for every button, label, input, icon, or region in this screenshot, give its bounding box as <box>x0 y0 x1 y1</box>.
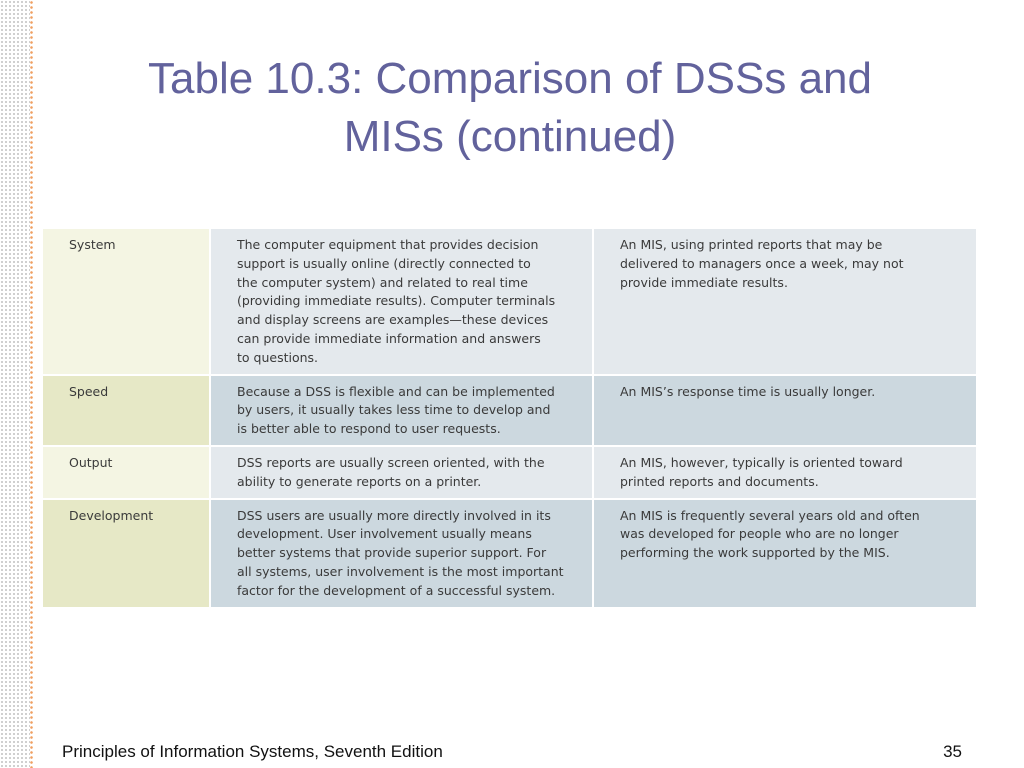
cell-line: An MIS, however, typically is oriented t… <box>620 454 903 470</box>
mis-cell: An MIS, however, typically is oriented t… <box>593 445 978 500</box>
dss-cell: The computer equipment that provides dec… <box>210 229 594 376</box>
cell-line: support is usually online (directly conn… <box>237 255 531 271</box>
table-row-system: System The computer equipment that provi… <box>43 229 978 376</box>
mis-cell: An MIS is frequently several years old a… <box>593 498 978 609</box>
table-row-development: Development DSS users are usually more d… <box>43 498 978 609</box>
table-row-speed: Speed Because a DSS is flexible and can … <box>43 374 978 447</box>
dss-cell: DSS users are usually more directly invo… <box>210 498 594 609</box>
row-label: Output <box>43 445 211 500</box>
decorative-dot-border <box>0 0 30 768</box>
cell-line: all systems, user involvement is the mos… <box>237 563 564 579</box>
cell-line: by users, it usually takes less time to … <box>237 402 551 418</box>
slide-title-line-2: MISs (continued) <box>343 112 677 161</box>
cell-line: An MIS, using printed reports that may b… <box>620 237 883 252</box>
cell-line: An MIS’s response time is usually longer… <box>620 383 876 399</box>
mis-cell: An MIS’s response time is usually longer… <box>593 374 978 447</box>
mis-cell: An MIS, using printed reports that may b… <box>593 229 978 376</box>
row-label: System <box>43 229 211 376</box>
cell-line: provide immediate results. <box>620 274 788 290</box>
cell-line: DSS users are usually more directly invo… <box>237 507 551 523</box>
dss-cell: DSS reports are usually screen oriented,… <box>210 445 594 500</box>
cell-line: the computer system) and related to real… <box>237 274 528 290</box>
decorative-orange-dot-line <box>29 0 35 768</box>
slide-footer: Principles of Information Systems, Seven… <box>62 742 443 761</box>
cell-line: performing the work supported by the MIS… <box>620 545 890 561</box>
cell-line: was developed for people who are no long… <box>620 526 899 542</box>
cell-line: to questions. <box>237 349 319 365</box>
slide-title: Table 10.3: Comparison of DSSs and MISs … <box>60 50 960 166</box>
cell-line: is better able to respond to user reques… <box>237 421 501 437</box>
cell-line: The computer equipment that provides dec… <box>237 237 539 252</box>
cell-line: factor for the development of a successf… <box>237 582 556 598</box>
cell-line: delivered to managers once a week, may n… <box>620 255 904 271</box>
cell-line: can provide immediate information and an… <box>237 330 541 346</box>
row-label: Speed <box>43 374 211 447</box>
page-number: 35 <box>943 742 962 761</box>
cell-line: (providing immediate results). Computer … <box>237 293 556 309</box>
cell-line: better systems that provide superior sup… <box>237 545 547 561</box>
cell-line: development. User involvement usually me… <box>237 526 532 542</box>
slide-title-line-1: Table 10.3: Comparison of DSSs and <box>148 54 872 103</box>
row-label: Development <box>43 498 211 609</box>
comparison-table: System The computer equipment that provi… <box>43 229 978 609</box>
cell-line: DSS reports are usually screen oriented,… <box>237 454 545 470</box>
cell-line: An MIS is frequently several years old a… <box>620 507 920 523</box>
dss-cell: Because a DSS is flexible and can be imp… <box>210 374 594 447</box>
cell-line: ability to generate reports on a printer… <box>237 473 482 489</box>
cell-line: and display screens are examples—these d… <box>237 312 549 328</box>
cell-line: Because a DSS is flexible and can be imp… <box>237 383 555 399</box>
cell-line: printed reports and documents. <box>620 473 819 489</box>
table-row-output: Output DSS reports are usually screen or… <box>43 445 978 500</box>
